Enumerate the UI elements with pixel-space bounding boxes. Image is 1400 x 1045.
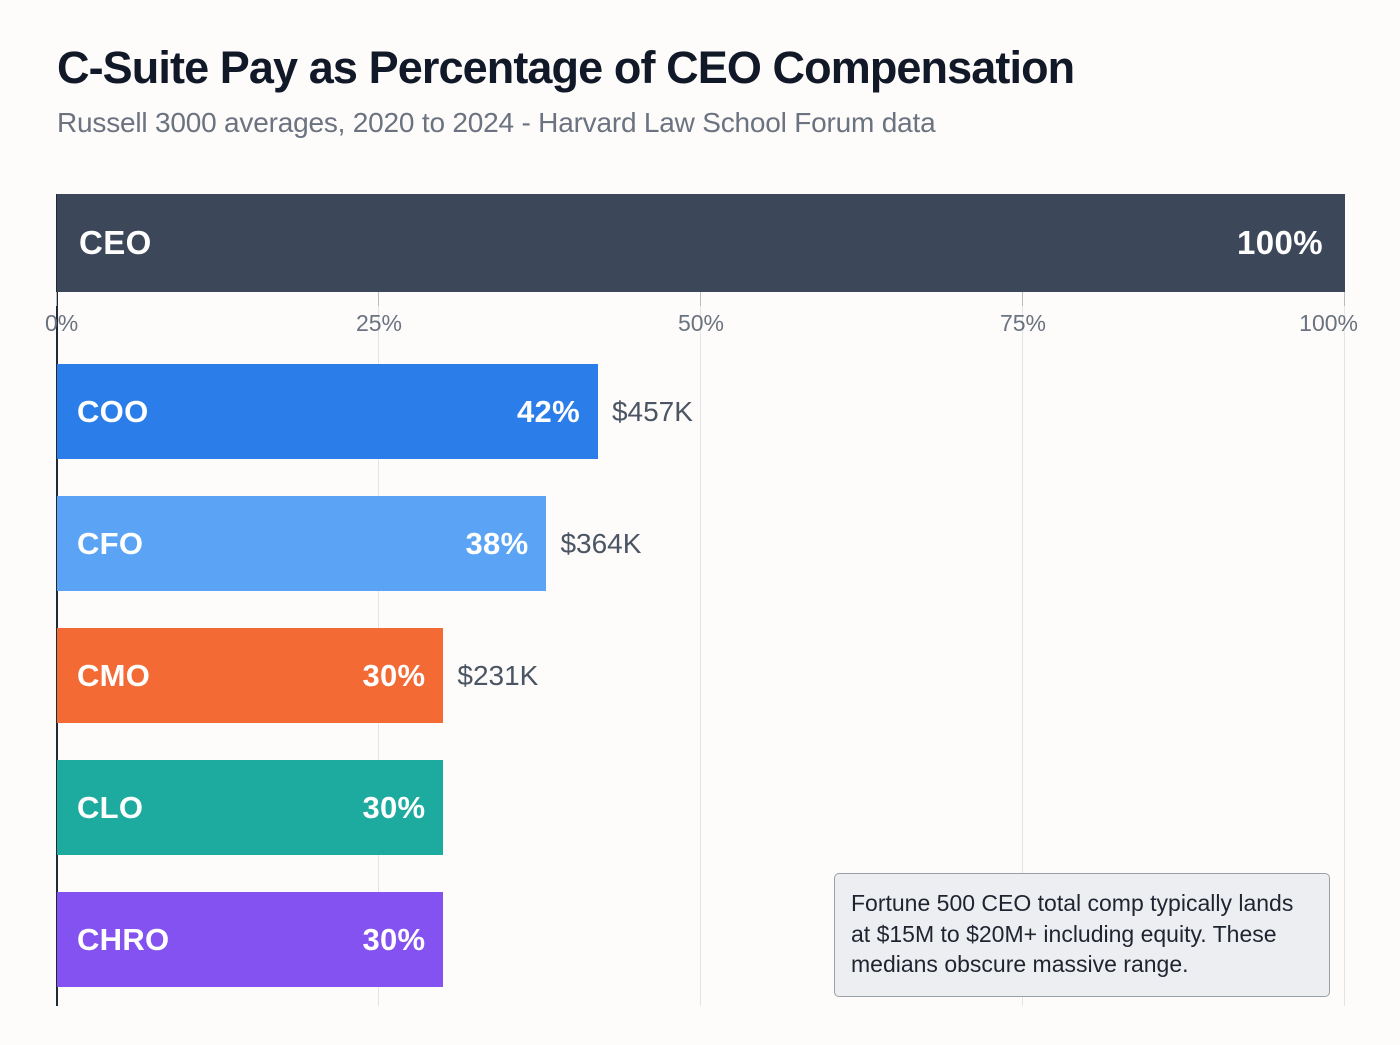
- bar-coo[interactable]: COO 42% $457K: [57, 364, 693, 459]
- bar-cfo[interactable]: CFO 38% $364K: [57, 496, 641, 591]
- bar-role-label: CLO: [77, 789, 144, 825]
- tick-label: 100%: [1299, 310, 1358, 336]
- tick-label: 25%: [355, 310, 403, 336]
- tick-mark: [1022, 292, 1023, 306]
- y-axis-line: [56, 194, 58, 1006]
- bar-ceo[interactable]: CEO 100%: [57, 194, 1345, 292]
- annotation-box: Fortune 500 CEO total comp typically lan…: [834, 873, 1330, 997]
- bar-percent-label: 30%: [362, 789, 426, 825]
- chart-header: C-Suite Pay as Percentage of CEO Compens…: [57, 42, 1357, 139]
- tick-label: 0%: [45, 310, 79, 336]
- bar-percent-label: 38%: [465, 525, 529, 561]
- tick-mark: [1344, 292, 1345, 306]
- gridline: [1022, 292, 1023, 1006]
- bar-rect[interactable]: CMO 30% $231K: [57, 628, 538, 723]
- bar-rect[interactable]: CLO 30%: [57, 760, 444, 855]
- bar-percent-label: 100%: [1236, 224, 1323, 261]
- bar-role-label: COO: [77, 393, 149, 429]
- tick-mark: [700, 292, 701, 306]
- bar-percent-label: 42%: [517, 393, 580, 429]
- bar-percent-label: 30%: [362, 921, 426, 957]
- bar-rect[interactable]: COO 42% $457K: [57, 364, 693, 459]
- bar-rect[interactable]: CHRO 30%: [57, 892, 444, 987]
- bar-dollar-label: $364K: [560, 527, 642, 559]
- bar-dollar-label: $457K: [611, 395, 693, 427]
- bar-role-label: CFO: [77, 525, 144, 561]
- chart-subtitle: Russell 3000 averages, 2020 to 2024 - Ha…: [57, 106, 936, 138]
- bar-cmo[interactable]: CMO 30% $231K: [57, 628, 538, 723]
- annotation-text: Fortune 500 CEO total comp typically lan…: [851, 890, 1294, 978]
- bar-clo[interactable]: CLO 30%: [57, 760, 444, 855]
- bar-role-label: CMO: [77, 657, 151, 693]
- tick-label: 75%: [999, 310, 1047, 336]
- bar-role-label: CHRO: [77, 921, 170, 957]
- chart-title: C-Suite Pay as Percentage of CEO Compens…: [57, 42, 1075, 93]
- tick-mark: [378, 292, 379, 306]
- bar-rect[interactable]: CFO 38% $364K: [57, 496, 641, 591]
- bar-role-label: CEO: [79, 224, 152, 261]
- gridline: [1344, 292, 1345, 1006]
- bar-dollar-label: $231K: [457, 659, 539, 691]
- bar-percent-label: 30%: [362, 657, 426, 693]
- tick-mark: [56, 292, 57, 306]
- gridline: [700, 292, 701, 1006]
- bar-chro[interactable]: CHRO 30%: [57, 892, 444, 987]
- tick-label: 50%: [677, 310, 725, 336]
